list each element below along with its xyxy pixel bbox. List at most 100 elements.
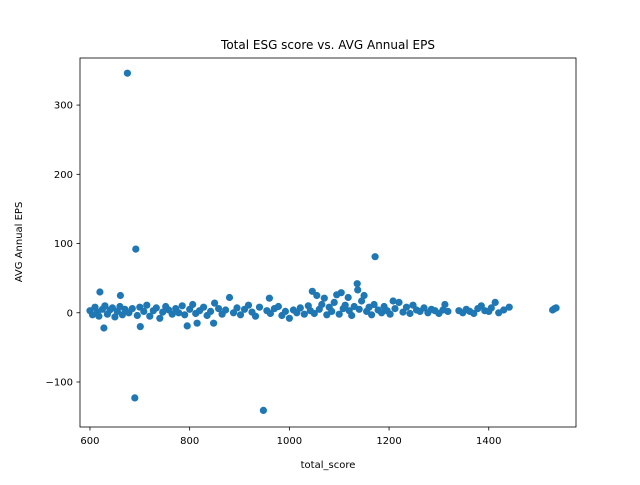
data-point: [128, 305, 136, 313]
data-point: [222, 306, 230, 314]
data-point: [152, 304, 160, 312]
data-point: [244, 301, 253, 309]
data-point: [96, 288, 104, 296]
data-point: [108, 304, 116, 312]
data-point: [215, 305, 223, 313]
data-point: [183, 322, 191, 330]
data-point: [259, 406, 267, 414]
data-point: [136, 323, 144, 331]
data-point: [159, 308, 167, 316]
data-point: [344, 293, 352, 302]
data-point: [491, 298, 499, 306]
y-tick-label: 0: [67, 308, 73, 319]
x-tick-label: 1200: [376, 436, 401, 447]
data-point: [402, 303, 411, 311]
data-point: [281, 307, 289, 315]
data-point: [236, 311, 245, 319]
data-point: [341, 301, 349, 309]
data-point: [132, 245, 140, 253]
data-point: [296, 304, 304, 312]
y-tick-label: 200: [54, 170, 73, 181]
data-point: [337, 289, 345, 297]
data-point: [395, 298, 403, 306]
plot-frame: [79, 57, 577, 428]
data-point: [189, 300, 197, 309]
data-point: [255, 303, 264, 311]
data-point: [181, 311, 189, 319]
data-point: [143, 301, 151, 309]
data-point: [274, 302, 282, 311]
x-tick-label: 1000: [277, 436, 302, 447]
data-point: [123, 69, 131, 77]
data-point: [505, 303, 513, 311]
data-point: [207, 307, 215, 315]
data-point: [552, 304, 560, 312]
data-point: [168, 310, 176, 318]
data-point: [353, 280, 361, 288]
data-point: [348, 311, 356, 320]
data-point: [285, 314, 293, 322]
data-point: [140, 307, 148, 315]
data-point: [131, 394, 139, 402]
data-point: [210, 319, 218, 327]
data-point: [441, 300, 449, 309]
data-point: [313, 291, 321, 300]
data-point: [335, 310, 343, 318]
data-point: [391, 305, 399, 313]
data-point: [386, 310, 394, 318]
data-point: [118, 311, 126, 319]
x-tick-label: 800: [180, 436, 199, 447]
data-point: [300, 310, 308, 318]
data-point: [378, 309, 386, 317]
data-point: [368, 311, 376, 319]
data-point: [233, 304, 241, 312]
data-point: [251, 312, 260, 320]
data-point: [420, 304, 428, 312]
data-point: [308, 287, 316, 295]
data-point: [360, 291, 368, 300]
data-point: [193, 319, 201, 327]
data-point: [266, 309, 274, 318]
x-tick-label: 1400: [476, 436, 501, 447]
data-point: [370, 300, 378, 309]
data-point: [95, 312, 103, 320]
data-point: [406, 309, 414, 318]
data-point: [146, 312, 154, 320]
y-axis-label: AVG Annual EPS: [14, 202, 25, 283]
data-point: [100, 324, 108, 332]
data-point: [133, 311, 141, 320]
x-axis-ticks: 600 800 1000 1200 1400: [80, 427, 501, 447]
data-point: [328, 307, 336, 315]
data-point: [211, 299, 219, 307]
y-tick-label: 300: [54, 101, 73, 112]
data-point: [474, 305, 482, 313]
data-point: [175, 309, 183, 317]
data-points-group: [86, 69, 560, 414]
data-point: [500, 306, 508, 314]
data-point: [444, 307, 452, 315]
data-point: [111, 313, 119, 321]
data-point: [354, 286, 362, 294]
data-point: [156, 314, 164, 322]
y-axis-ticks: −100 0 100 200 300: [46, 101, 80, 389]
y-tick-label: 100: [54, 239, 73, 250]
data-point: [320, 294, 328, 302]
data-point: [178, 302, 186, 310]
data-point: [116, 291, 124, 300]
data-point: [310, 309, 318, 318]
data-point: [318, 300, 326, 309]
data-point: [358, 297, 366, 305]
x-tick-label: 600: [80, 436, 99, 447]
chart-title: Total ESG score vs. AVG Annual EPS: [220, 38, 435, 52]
data-point: [101, 302, 109, 310]
data-point: [200, 303, 208, 311]
data-point: [389, 297, 397, 305]
data-point: [371, 253, 379, 261]
data-point: [265, 294, 273, 302]
data-point: [330, 298, 338, 306]
y-tick-label: −100: [46, 378, 73, 389]
data-point: [470, 309, 478, 318]
data-point: [225, 293, 234, 302]
